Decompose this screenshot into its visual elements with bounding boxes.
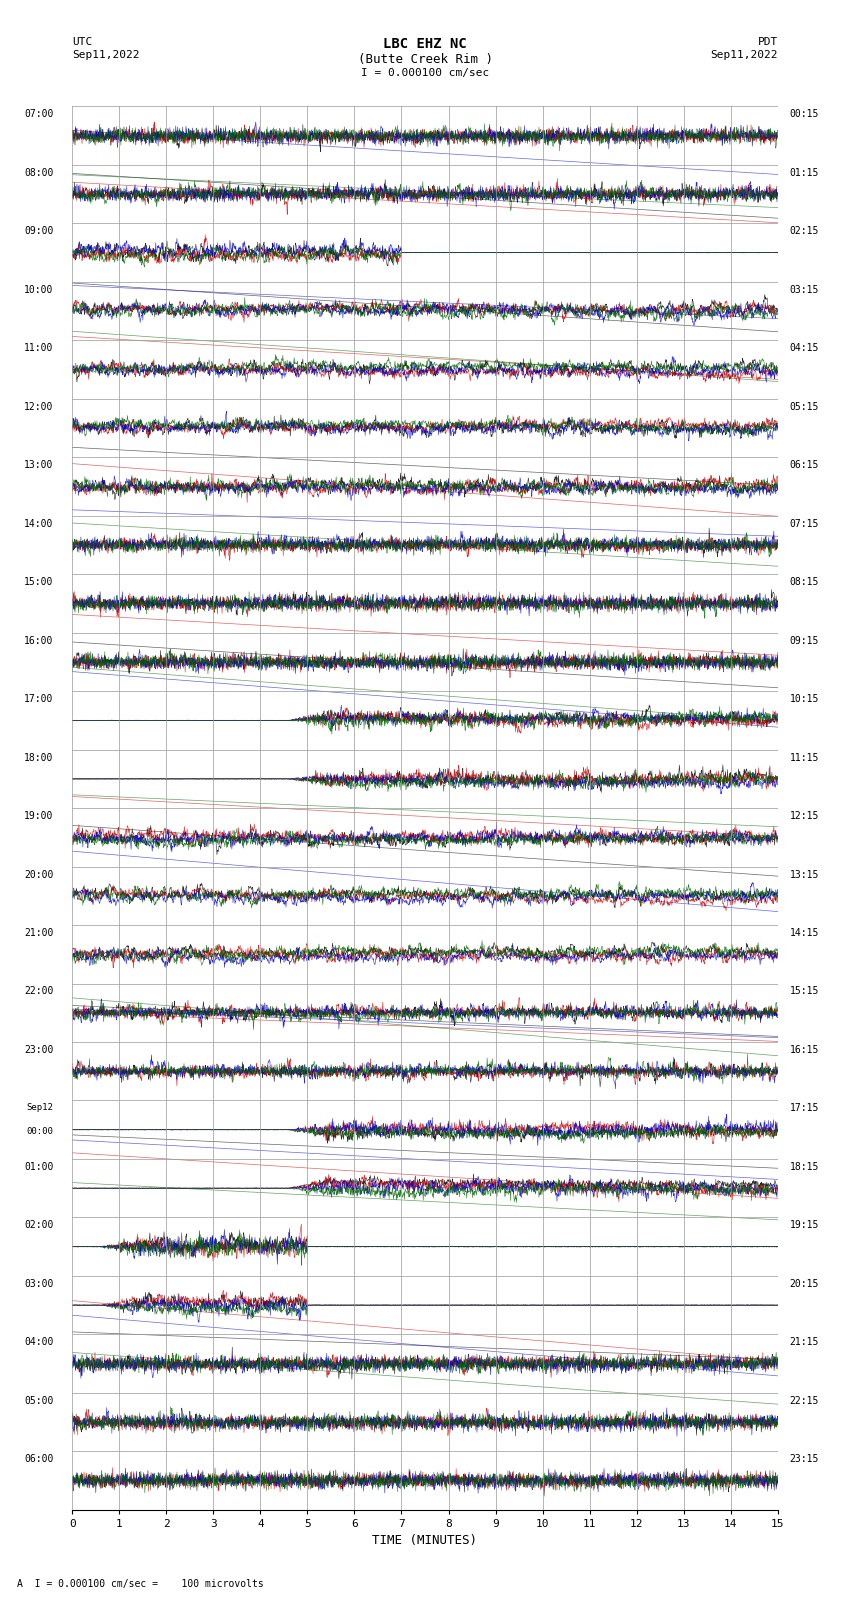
Text: 22:00: 22:00 [24,987,54,997]
Text: 05:00: 05:00 [24,1395,54,1407]
Text: Sep12: Sep12 [26,1103,54,1113]
Text: 13:00: 13:00 [24,460,54,471]
Text: LBC EHZ NC: LBC EHZ NC [383,37,467,52]
Text: 11:00: 11:00 [24,344,54,353]
Text: 17:00: 17:00 [24,694,54,705]
Text: 12:15: 12:15 [790,811,819,821]
Text: 16:00: 16:00 [24,636,54,645]
Text: 03:15: 03:15 [790,286,819,295]
Text: 15:15: 15:15 [790,987,819,997]
Text: I = 0.000100 cm/sec: I = 0.000100 cm/sec [361,68,489,77]
Text: 05:15: 05:15 [790,402,819,411]
Text: 20:00: 20:00 [24,869,54,879]
Text: 10:00: 10:00 [24,286,54,295]
Text: 09:00: 09:00 [24,226,54,237]
Text: 23:15: 23:15 [790,1455,819,1465]
Text: 10:15: 10:15 [790,694,819,705]
Text: Sep11,2022: Sep11,2022 [72,50,139,60]
Text: 07:00: 07:00 [24,110,54,119]
Text: 07:15: 07:15 [790,519,819,529]
Text: 04:00: 04:00 [24,1337,54,1347]
Text: 22:15: 22:15 [790,1395,819,1407]
Text: 18:15: 18:15 [790,1161,819,1173]
Text: 19:15: 19:15 [790,1221,819,1231]
Text: 02:00: 02:00 [24,1221,54,1231]
Text: 01:00: 01:00 [24,1161,54,1173]
Text: 00:00: 00:00 [26,1127,54,1136]
Text: UTC: UTC [72,37,93,47]
Text: 09:15: 09:15 [790,636,819,645]
Text: 15:00: 15:00 [24,577,54,587]
Text: 01:15: 01:15 [790,168,819,177]
Text: 04:15: 04:15 [790,344,819,353]
Text: 19:00: 19:00 [24,811,54,821]
Text: 03:00: 03:00 [24,1279,54,1289]
Text: 21:00: 21:00 [24,927,54,939]
Text: 06:15: 06:15 [790,460,819,471]
Text: (Butte Creek Rim ): (Butte Creek Rim ) [358,53,492,66]
Text: 23:00: 23:00 [24,1045,54,1055]
Text: 12:00: 12:00 [24,402,54,411]
Text: 21:15: 21:15 [790,1337,819,1347]
Text: PDT: PDT [757,37,778,47]
X-axis label: TIME (MINUTES): TIME (MINUTES) [372,1534,478,1547]
Text: 00:15: 00:15 [790,110,819,119]
Text: A  I = 0.000100 cm/sec =    100 microvolts: A I = 0.000100 cm/sec = 100 microvolts [17,1579,264,1589]
Text: 08:15: 08:15 [790,577,819,587]
Text: 20:15: 20:15 [790,1279,819,1289]
Text: 11:15: 11:15 [790,753,819,763]
Text: 06:00: 06:00 [24,1455,54,1465]
Text: 16:15: 16:15 [790,1045,819,1055]
Text: Sep11,2022: Sep11,2022 [711,50,778,60]
Text: 08:00: 08:00 [24,168,54,177]
Text: 14:00: 14:00 [24,519,54,529]
Text: 14:15: 14:15 [790,927,819,939]
Text: 02:15: 02:15 [790,226,819,237]
Text: 18:00: 18:00 [24,753,54,763]
Text: 17:15: 17:15 [790,1103,819,1113]
Text: 13:15: 13:15 [790,869,819,879]
